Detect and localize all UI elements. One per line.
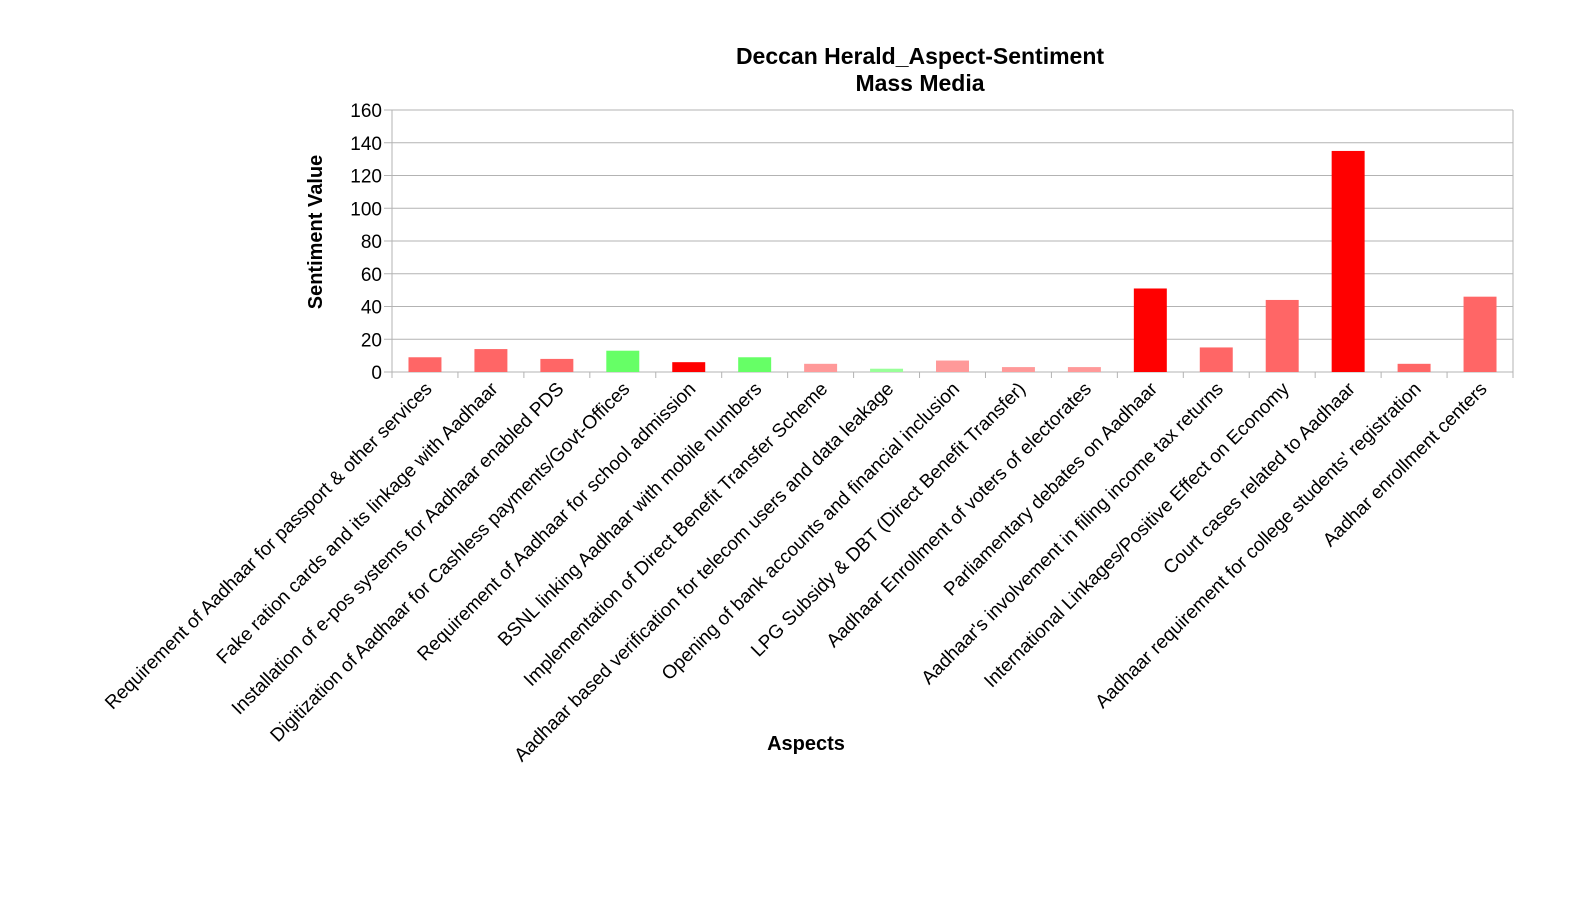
bar bbox=[1001, 367, 1035, 372]
bar bbox=[1331, 150, 1365, 372]
y-tick-label: 80 bbox=[361, 232, 382, 253]
x-category-label: Opening of bank accounts and financial i… bbox=[658, 379, 964, 685]
bar bbox=[408, 357, 442, 372]
x-category-label: Implementation of Direct Benefit Transfe… bbox=[520, 379, 832, 691]
y-tick-label: 140 bbox=[350, 134, 382, 155]
bar bbox=[870, 368, 904, 372]
bar bbox=[738, 357, 772, 372]
x-axis-title: Aspects bbox=[767, 733, 845, 755]
bar bbox=[1397, 363, 1431, 372]
bar bbox=[540, 358, 574, 372]
bar bbox=[1199, 347, 1233, 372]
bar bbox=[606, 350, 640, 372]
y-tick-label: 60 bbox=[361, 265, 382, 286]
y-tick-label: 120 bbox=[350, 167, 382, 188]
y-tick-label: 20 bbox=[361, 330, 382, 351]
y-axis-title: Sentiment Value bbox=[305, 155, 327, 310]
chart-subtitle: Mass Media bbox=[855, 70, 984, 96]
bar bbox=[672, 362, 706, 372]
y-tick-label: 160 bbox=[350, 101, 382, 122]
bar bbox=[1265, 299, 1299, 372]
y-axis-ticks: 0 20 40 60 80 100 120 140 160 bbox=[350, 101, 382, 384]
bar bbox=[804, 363, 838, 372]
chart-title: Deccan Herald_Aspect-Sentiment bbox=[736, 43, 1104, 69]
x-category-label: International Linkages/Positive Effect o… bbox=[980, 378, 1294, 692]
bar bbox=[1463, 296, 1497, 372]
bar bbox=[474, 349, 508, 372]
bars bbox=[408, 150, 1497, 372]
bar bbox=[1133, 288, 1167, 372]
bar bbox=[936, 360, 969, 372]
x-axis-category-labels: Requirement of Aadhaar for passport & ot… bbox=[101, 378, 1491, 766]
y-tick-label: 40 bbox=[361, 298, 382, 319]
x-category-label: Aadhaar's involvement in filing income t… bbox=[918, 379, 1228, 689]
y-tick-label: 100 bbox=[350, 199, 382, 220]
y-tick-label: 0 bbox=[371, 363, 382, 384]
x-category-label: Aadhaar requirement for college students… bbox=[1092, 379, 1426, 713]
bar bbox=[1067, 367, 1101, 372]
gridlines bbox=[384, 109, 1514, 378]
